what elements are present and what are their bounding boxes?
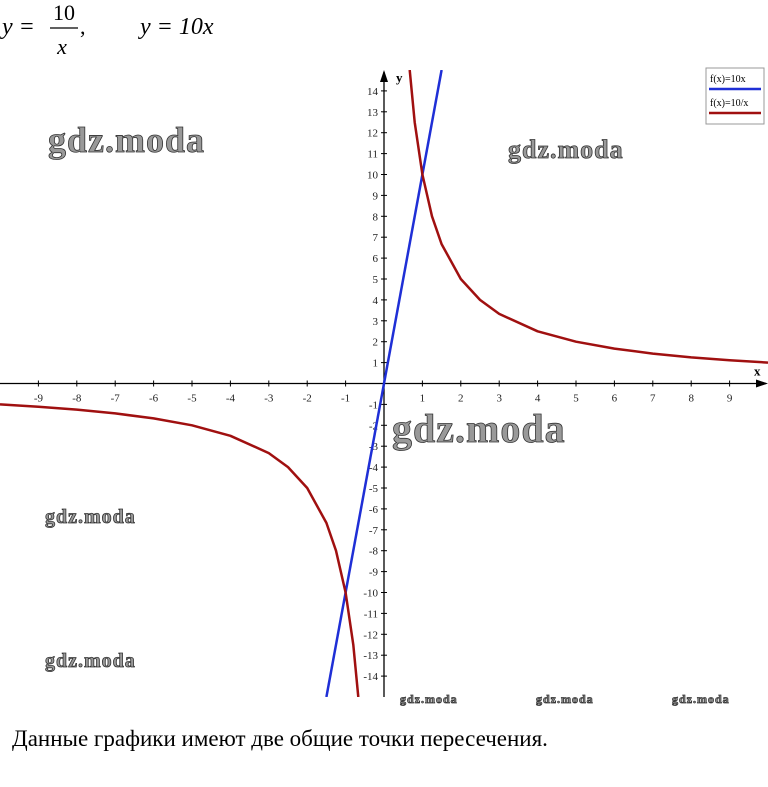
y-tick-label: -11 — [364, 608, 378, 620]
y-tick-label: 3 — [373, 316, 379, 328]
x-tick-label: 5 — [573, 393, 579, 405]
y-tick-label: 6 — [373, 253, 379, 265]
x-tick-label: -3 — [264, 393, 274, 405]
x-tick-label: 1 — [420, 393, 426, 405]
x-tick-label: -1 — [341, 393, 350, 405]
y-tick-label: -12 — [363, 629, 378, 641]
x-tick-label: 3 — [496, 393, 502, 405]
formula-right: y = 10x — [138, 14, 214, 40]
y-tick-label: 2 — [373, 337, 379, 349]
x-tick-label: -7 — [111, 393, 121, 405]
y-tick-label: 13 — [367, 107, 379, 119]
y-tick-label: -6 — [369, 504, 379, 516]
y-tick-label: 7 — [373, 232, 379, 244]
x-tick-label: -2 — [303, 393, 312, 405]
footer: Данные графики имеют две общие точки пер… — [12, 726, 548, 751]
x-tick-label: 7 — [650, 393, 656, 405]
y-tick-label: -14 — [363, 671, 378, 683]
watermark: gdz.moda — [536, 692, 594, 706]
y-tick-label: -4 — [369, 462, 379, 474]
x-arrow — [756, 379, 768, 388]
x-tick-label: -4 — [226, 393, 236, 405]
y-tick-label: -1 — [369, 399, 378, 411]
watermark: gdz.moda — [392, 406, 566, 451]
y-tick-label: 8 — [373, 211, 379, 223]
watermark: gdz.moda — [672, 692, 730, 706]
x-tick-label: 2 — [458, 393, 464, 405]
legend-label: f(x)=10x — [710, 74, 746, 85]
y-tick-label: 14 — [367, 86, 379, 98]
y-tick-label: -8 — [369, 546, 379, 558]
y-tick-label: -5 — [369, 483, 379, 495]
y-arrow — [380, 70, 388, 82]
watermark: gdz.moda — [400, 692, 458, 706]
y-tick-label: -10 — [363, 588, 378, 600]
y-tick-label: -3 — [369, 441, 379, 453]
x-tick-label: 8 — [688, 393, 694, 405]
y-tick-label: 12 — [367, 128, 378, 140]
x-tick-label: -6 — [149, 393, 159, 405]
x-tick-label: 9 — [727, 393, 733, 405]
x-tick-label: 6 — [612, 393, 618, 405]
curves — [0, 70, 768, 697]
y-tick-label: -9 — [369, 567, 379, 579]
x-tick-label: -9 — [34, 393, 44, 405]
y-tick-label: 10 — [367, 170, 379, 182]
y-tick-label: -13 — [363, 650, 378, 662]
x-axis-label: x — [754, 364, 761, 379]
formula-left: y = — [0, 14, 35, 40]
watermark: gdz.moda — [45, 506, 136, 528]
y-axis-label: y — [396, 70, 403, 85]
function-curve — [0, 70, 768, 697]
denominator: x — [56, 34, 67, 59]
watermark: gdz.moda — [508, 135, 624, 164]
y-tick-label: -7 — [369, 525, 379, 537]
y-tick-label: 11 — [367, 149, 378, 161]
legend — [705, 67, 765, 125]
numerator: 10 — [53, 0, 75, 25]
watermark: gdz.moda — [45, 650, 136, 672]
graph: xy-9 -8 -7 -6 -5 -4 -3 -2 -1 1 2 3 4 5 6 7 8 9-14-13-12-1… — [0, 70, 768, 697]
y-tick-label: 5 — [373, 274, 379, 286]
y-tick-label: 1 — [373, 358, 379, 370]
legend-label: f(x)=10/x — [710, 98, 748, 109]
y-tick-label: 9 — [373, 190, 379, 202]
separator: , — [80, 14, 86, 39]
x-tick-label: -5 — [187, 393, 197, 405]
x-tick-label: -8 — [72, 393, 82, 405]
y-tick-label: 4 — [373, 295, 379, 307]
y-tick-label: -2 — [369, 420, 378, 432]
watermark: gdz.moda — [48, 120, 205, 160]
x-tick-label: 4 — [535, 393, 541, 405]
